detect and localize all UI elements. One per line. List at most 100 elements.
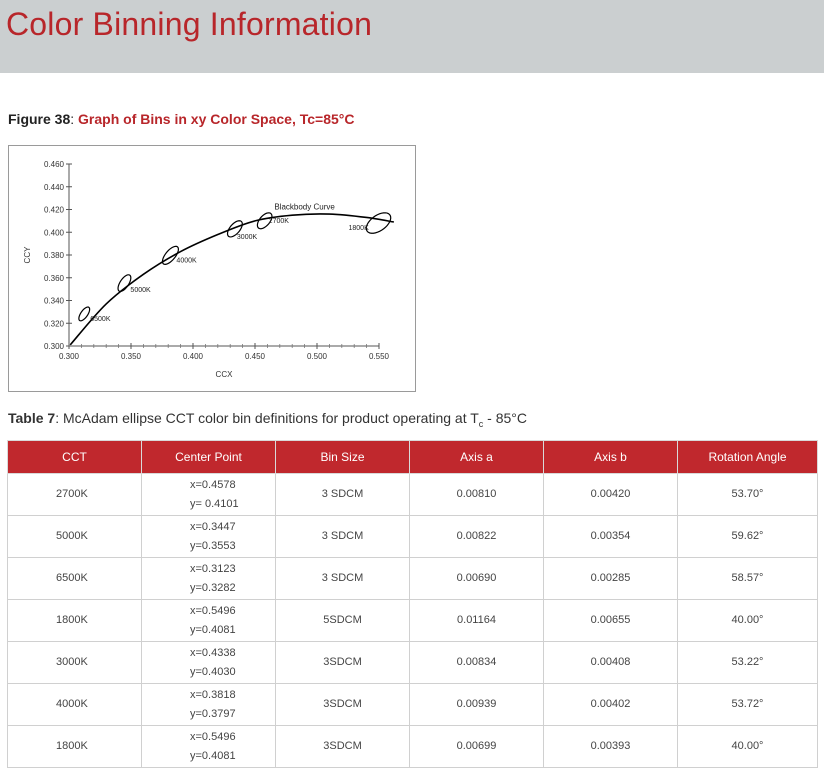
- y-tick-label: 0.340: [44, 297, 65, 306]
- bin-label: 5000K: [130, 287, 151, 294]
- table-number: Table 7: [8, 410, 56, 426]
- cell-axis-b: 0.00408: [543, 641, 678, 684]
- center-y: y=0.4081: [190, 749, 236, 762]
- cell-center-point: x=0.5496 y=0.4081: [141, 599, 276, 642]
- bin-ellipse: [161, 245, 180, 265]
- cell-axis-b: 0.00285: [543, 557, 678, 600]
- bin-ellipse: [117, 274, 132, 292]
- cell-bin-size: 3 SDCM: [275, 557, 410, 600]
- cell-axis-a: 0.00834: [409, 641, 544, 684]
- table-caption-suffix: - 85°C: [483, 410, 528, 426]
- table-header-row: CCT Center Point Bin Size Axis a Axis b …: [7, 440, 818, 474]
- cell-rotation-angle: 58.57°: [677, 557, 818, 600]
- header-bin-size: Bin Size: [275, 440, 410, 474]
- y-tick-label: 0.460: [44, 160, 65, 169]
- blackbody-curve-label: Blackbody Curve: [274, 203, 335, 212]
- cell-cct: 1800K: [7, 599, 142, 642]
- header-axis-a: Axis a: [409, 440, 544, 474]
- cell-axis-a: 0.00810: [409, 473, 544, 516]
- page-title: Color Binning Information: [6, 6, 373, 42]
- cell-center-point: x=0.3818 y=0.3797: [141, 683, 276, 726]
- cell-bin-size: 3SDCM: [275, 683, 410, 726]
- y-tick-label: 0.440: [44, 183, 65, 192]
- table-row: 5000K x=0.3447 y=0.3553 3 SDCM 0.00822 0.…: [7, 515, 818, 558]
- table-row: 1800K x=0.5496 y=0.4081 3SDCM 0.00699 0.0…: [7, 725, 818, 768]
- cell-bin-size: 3 SDCM: [275, 473, 410, 516]
- cell-axis-a: 0.00939: [409, 683, 544, 726]
- cell-cct: 2700K: [7, 473, 142, 516]
- cell-center-point: x=0.3447 y=0.3553: [141, 515, 276, 558]
- cell-cct: 1800K: [7, 725, 142, 768]
- cell-center-point: x=0.4578 y= 0.4101: [141, 473, 276, 516]
- cell-axis-a: 0.00822: [409, 515, 544, 558]
- x-axis-label: CCX: [216, 370, 234, 379]
- bins-chart: 0.300 0.320 0.340 0.360 0.380 0.400 0.420 0.440…: [23, 160, 395, 379]
- center-x: x=0.4578: [190, 478, 236, 491]
- y-tick-label: 0.300: [44, 342, 65, 351]
- blackbody-curve: [69, 213, 395, 346]
- y-axis-label: CCY: [23, 246, 32, 264]
- bin-ellipse: [256, 212, 273, 230]
- cell-rotation-angle: 53.70°: [677, 473, 818, 516]
- bin-ellipse: [365, 212, 392, 234]
- x-tick-label: 0.400: [183, 352, 204, 361]
- cell-bin-size: 5SDCM: [275, 599, 410, 642]
- center-y: y=0.3797: [190, 707, 236, 720]
- center-x: x=0.3123: [190, 562, 236, 575]
- cell-rotation-angle: 59.62°: [677, 515, 818, 558]
- y-tick-label: 0.320: [44, 319, 65, 328]
- cell-axis-a: 0.00699: [409, 725, 544, 768]
- cell-axis-b: 0.00393: [543, 725, 678, 768]
- bin-label: 3000K: [237, 234, 258, 241]
- cell-center-point: x=0.4338 y=0.4030: [141, 641, 276, 684]
- cell-axis-b: 0.00655: [543, 599, 678, 642]
- y-tick-label: 0.380: [44, 251, 65, 260]
- y-tick-label: 0.400: [44, 228, 65, 237]
- figure-number: Figure 38: [8, 111, 71, 127]
- cell-axis-a: 0.01164: [409, 599, 544, 642]
- center-x: x=0.5496: [190, 604, 236, 617]
- center-y: y= 0.4101: [190, 497, 239, 510]
- cell-rotation-angle: 53.72°: [677, 683, 818, 726]
- bin-label: 1800K: [349, 225, 370, 232]
- cell-rotation-angle: 40.00°: [677, 725, 818, 768]
- cell-rotation-angle: 53.22°: [677, 641, 818, 684]
- table-caption: Table 7: McAdam ellipse CCT color bin de…: [8, 410, 527, 429]
- table-caption-sub: c: [478, 418, 484, 429]
- center-x: x=0.5496: [190, 730, 236, 743]
- center-y: y=0.3282: [190, 581, 236, 594]
- cell-axis-b: 0.00420: [543, 473, 678, 516]
- header-axis-b: Axis b: [543, 440, 678, 474]
- cell-center-point: x=0.5496 y=0.4081: [141, 725, 276, 768]
- y-tick-label: 0.420: [44, 206, 65, 215]
- cell-axis-a: 0.00690: [409, 557, 544, 600]
- bin-label: 6500K: [90, 316, 111, 323]
- table-row: 6500K x=0.3123 y=0.3282 3 SDCM 0.00690 0.…: [7, 557, 818, 600]
- cell-axis-b: 0.00354: [543, 515, 678, 558]
- figure-caption: Figure 38: Graph of Bins in xy Color Spa…: [8, 111, 355, 127]
- center-x: x=0.3818: [190, 688, 236, 701]
- bin-ellipse: [226, 220, 243, 238]
- chart-frame: 0.300 0.320 0.340 0.360 0.380 0.400 0.420 0.440…: [8, 145, 416, 392]
- table-row: 2700K x=0.4578 y= 0.4101 3 SDCM 0.00810 0…: [7, 473, 818, 516]
- bin-table: CCT Center Point Bin Size Axis a Axis b …: [7, 440, 818, 768]
- x-tick-label: 0.500: [307, 352, 328, 361]
- bin-ellipse: [78, 306, 91, 322]
- cell-cct: 5000K: [7, 515, 142, 558]
- page-header: Color Binning Information: [0, 0, 824, 73]
- table-row: 3000K x=0.4338 y=0.4030 3SDCM 0.00834 0.0…: [7, 641, 818, 684]
- cell-center-point: x=0.3123 y=0.3282: [141, 557, 276, 600]
- table-row: 4000K x=0.3818 y=0.3797 3SDCM 0.00939 0.0…: [7, 683, 818, 726]
- center-y: y=0.3553: [190, 539, 236, 552]
- table-row: 1800K x=0.5496 y=0.4081 5SDCM 0.01164 0.0…: [7, 599, 818, 642]
- center-x: x=0.4338: [190, 646, 236, 659]
- center-x: x=0.3447: [190, 520, 236, 533]
- bin-label: 2700K: [269, 218, 290, 225]
- cell-cct: 3000K: [7, 641, 142, 684]
- header-rotation-angle: Rotation Angle: [677, 440, 818, 474]
- bin-label: 4000K: [176, 257, 197, 264]
- x-tick-label: 0.300: [59, 352, 80, 361]
- cell-cct: 6500K: [7, 557, 142, 600]
- header-cct: CCT: [7, 440, 142, 474]
- center-y: y=0.4081: [190, 623, 236, 636]
